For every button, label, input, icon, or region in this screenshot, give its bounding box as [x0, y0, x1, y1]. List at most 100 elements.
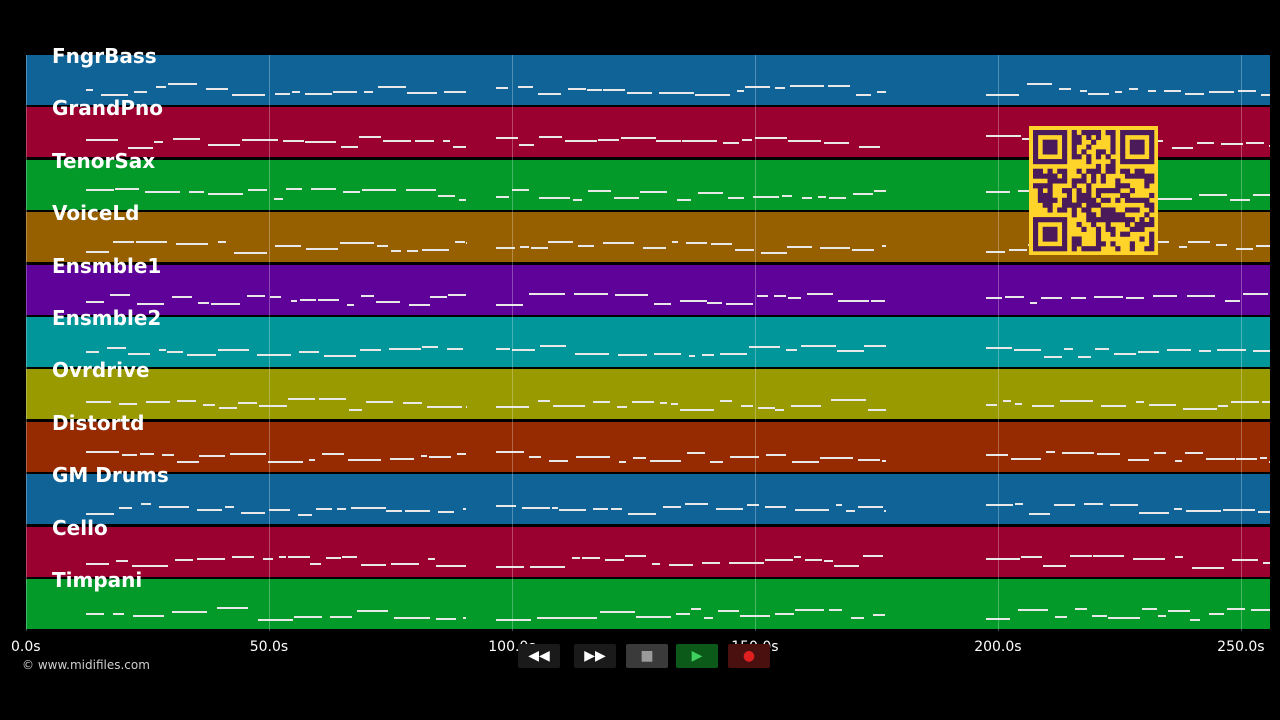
note	[359, 348, 382, 351]
note	[175, 243, 208, 246]
note	[858, 506, 884, 509]
note	[86, 612, 105, 615]
track-name-label: VoiceLd	[52, 201, 140, 226]
note	[837, 350, 864, 353]
note	[137, 302, 164, 305]
note	[202, 404, 216, 407]
note	[337, 507, 346, 510]
note	[774, 86, 785, 89]
note	[210, 302, 227, 305]
record-button[interactable]: ●	[728, 644, 770, 668]
note	[690, 608, 702, 611]
fast-forward-button[interactable]: ▶▶	[574, 644, 616, 668]
note	[158, 506, 189, 509]
note	[1230, 400, 1259, 403]
note	[274, 198, 283, 201]
note	[1256, 245, 1270, 248]
note	[86, 400, 94, 403]
note	[600, 610, 635, 613]
track-name-label: Ensmble1	[52, 253, 162, 278]
note	[340, 242, 374, 245]
note	[702, 561, 721, 564]
note	[537, 93, 561, 96]
copyright-text: © www.midifiles.com	[22, 658, 150, 672]
note	[177, 460, 199, 463]
note	[1063, 348, 1074, 351]
note	[775, 408, 784, 411]
note	[167, 351, 183, 354]
note	[428, 558, 435, 560]
note	[1028, 513, 1051, 516]
note	[680, 300, 707, 302]
play-icon: ▶	[691, 648, 703, 664]
note	[248, 189, 268, 192]
note	[538, 400, 550, 403]
note	[1184, 452, 1204, 455]
note	[1197, 142, 1214, 145]
track-name-label: TenorSax	[52, 148, 156, 173]
stop-icon: ■	[640, 648, 654, 664]
note	[605, 558, 624, 561]
note	[1045, 451, 1055, 453]
note	[539, 196, 571, 199]
note	[378, 85, 406, 88]
note	[659, 92, 694, 95]
note	[567, 88, 587, 91]
note	[773, 295, 787, 298]
note	[86, 138, 119, 141]
note	[621, 137, 656, 140]
note	[986, 251, 1005, 254]
note	[830, 398, 866, 401]
note	[881, 460, 886, 463]
note	[1010, 457, 1041, 460]
note	[1209, 612, 1224, 615]
note	[177, 399, 196, 402]
note	[333, 91, 357, 94]
gridline	[1240, 55, 1242, 631]
note	[299, 350, 320, 353]
note	[1216, 244, 1228, 247]
note	[293, 616, 322, 619]
note	[739, 614, 771, 617]
note	[290, 300, 298, 303]
note	[1135, 400, 1144, 403]
note	[376, 245, 389, 248]
note	[1127, 459, 1150, 462]
note	[704, 617, 713, 620]
note	[717, 609, 739, 612]
rewind-button[interactable]: ◀◀	[518, 644, 560, 668]
note	[154, 140, 164, 143]
note	[414, 140, 435, 142]
note	[639, 190, 668, 193]
note	[128, 352, 151, 355]
note	[846, 509, 855, 512]
qr-code[interactable]	[1029, 126, 1158, 255]
note	[1148, 403, 1176, 406]
note	[145, 190, 181, 193]
note	[614, 197, 640, 200]
note	[548, 459, 568, 462]
note	[496, 303, 524, 306]
track-timpani: Timpani	[26, 568, 1270, 629]
note-lane	[26, 55, 1270, 105]
note	[1095, 347, 1110, 350]
note-lane	[26, 160, 1270, 210]
note	[1077, 356, 1092, 359]
note	[189, 190, 204, 193]
transport-controls: ◀◀ ▶▶ ■ ▶ ●	[512, 644, 772, 668]
note	[186, 353, 216, 356]
stop-button[interactable]: ■	[626, 644, 668, 668]
note	[86, 89, 94, 92]
note	[258, 405, 287, 408]
note	[1190, 618, 1200, 621]
note	[603, 241, 634, 244]
note	[1174, 460, 1182, 463]
note	[592, 401, 610, 404]
note	[1154, 452, 1167, 455]
note	[168, 83, 197, 86]
note	[269, 296, 282, 299]
note	[376, 301, 400, 304]
note	[404, 509, 431, 512]
note	[538, 135, 562, 138]
play-button[interactable]: ▶	[676, 644, 718, 668]
